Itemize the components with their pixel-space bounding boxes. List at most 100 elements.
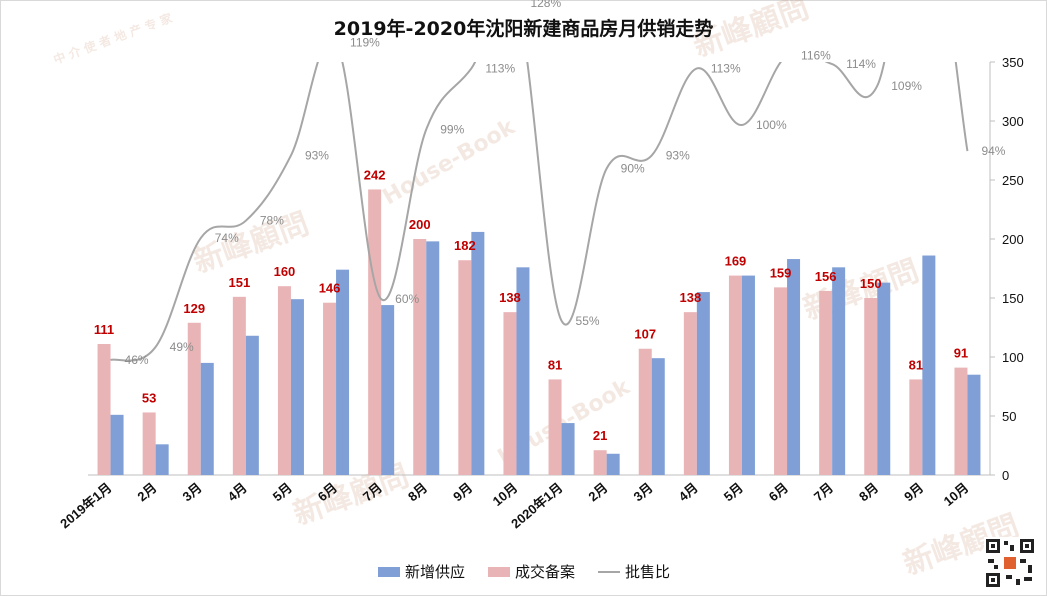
legend-label-ratio: 批售比 [625, 563, 671, 581]
category-label: 3月 [180, 480, 205, 504]
right-axis-tick-label: 50 [1002, 409, 1016, 424]
deal-bar [864, 298, 878, 475]
supply-bar [336, 269, 350, 475]
deal-bar [503, 312, 517, 475]
supply-bar [787, 259, 801, 475]
right-axis-tick-label: 350 [1002, 55, 1024, 70]
category-label: 3月 [631, 480, 656, 504]
category-label: 5月 [721, 480, 746, 504]
deal-bar-label: 169 [725, 254, 747, 269]
category-label: 4月 [676, 480, 701, 504]
supply-bar [110, 414, 124, 475]
category-label: 2019年1月 [57, 480, 114, 531]
supply-bar [967, 374, 981, 475]
deal-bar-label: 160 [274, 264, 296, 279]
supply-bar [741, 275, 755, 475]
supply-bar [696, 292, 710, 475]
deal-bar-label: 21 [593, 428, 607, 443]
supply-bar [381, 305, 395, 475]
deal-bar [142, 412, 156, 475]
category-label: 4月 [225, 480, 250, 504]
deal-bar [638, 348, 652, 475]
right-axis-tick-label: 250 [1002, 173, 1024, 188]
deal-bar-label: 107 [634, 327, 656, 342]
deal-bar-label: 111 [94, 322, 114, 337]
deal-bar [368, 189, 382, 475]
right-axis-tick-label: 150 [1002, 291, 1024, 306]
deal-bar [323, 302, 337, 475]
ratio-label: 113% [711, 61, 741, 75]
deal-bar [909, 379, 923, 475]
deal-bar-label: 242 [364, 167, 386, 182]
supply-bar [155, 444, 169, 475]
deal-bar [954, 367, 968, 475]
deal-bar [683, 312, 697, 475]
deal-bar-label: 81 [909, 357, 923, 372]
supply-bar [471, 231, 485, 475]
deal-bar [413, 239, 427, 475]
right-axis-tick-label: 300 [1002, 114, 1024, 129]
deal-bar [819, 290, 833, 475]
deal-bar [593, 450, 607, 475]
legend-swatch-ratio [598, 571, 620, 573]
supply-bar [561, 423, 575, 475]
chart-title: 2019年-2020年沈阳新建商品房月供销走势 [333, 18, 714, 40]
deal-bar-label: 200 [409, 217, 431, 232]
deal-bar [97, 344, 111, 475]
category-label: 9月 [450, 480, 475, 504]
deal-bar [187, 322, 201, 475]
category-label: 5月 [270, 480, 295, 504]
supply-bar [245, 335, 259, 475]
ratio-label: 46% [125, 353, 149, 367]
ratio-label: 114% [846, 57, 876, 71]
category-label: 6月 [315, 480, 340, 504]
deal-bar-label: 81 [548, 357, 562, 372]
ratio-label: 90% [621, 162, 645, 176]
deal-bar [548, 379, 562, 475]
ratio-label: 116% [801, 48, 831, 62]
ratio-label: 94% [981, 144, 1005, 158]
legend-label-supply: 新增供应 [405, 563, 466, 581]
deal-bar-label: 151 [228, 275, 250, 290]
deal-bar-label: 138 [499, 290, 521, 305]
deal-bar-label: 138 [679, 290, 701, 305]
deal-bar-label: 156 [815, 269, 837, 284]
ratio-label: 100% [756, 118, 787, 132]
supply-bar [922, 255, 936, 475]
category-label: 8月 [856, 480, 881, 504]
supply-bar [426, 241, 440, 475]
legend-swatch-supply [378, 567, 400, 577]
deal-bar [458, 260, 472, 475]
deal-bar [728, 275, 742, 475]
category-label: 6月 [766, 480, 791, 504]
legend-label-deal: 成交备案 [515, 563, 576, 581]
ratio-line [110, 62, 969, 362]
supply-bar [606, 453, 620, 475]
supply-bar [200, 362, 214, 475]
ratio-label: 74% [215, 231, 239, 245]
category-label: 10月 [490, 480, 521, 509]
ratio-label: 93% [666, 148, 690, 162]
ratio-label: 60% [395, 292, 419, 306]
deal-bar-label: 159 [770, 265, 792, 280]
ratio-label: 113% [485, 61, 515, 75]
supply-bar [877, 282, 891, 475]
category-label: 10月 [941, 480, 972, 509]
deal-bar-label: 91 [954, 346, 968, 361]
right-axis-tick-label: 200 [1002, 232, 1024, 247]
deal-bar-label: 182 [454, 238, 476, 253]
deal-bar [774, 287, 788, 475]
supply-bar [290, 299, 304, 475]
ratio-label: 99% [440, 122, 464, 136]
supply-bar [832, 267, 846, 475]
deal-bar [232, 296, 246, 475]
ratio-label: 55% [576, 314, 600, 328]
category-label: 9月 [901, 480, 926, 504]
ratio-label: 128% [530, 0, 561, 10]
deal-bar-label: 129 [183, 301, 205, 316]
category-label: 7月 [811, 480, 836, 504]
supply-bar [651, 358, 665, 475]
category-label: 8月 [405, 480, 430, 504]
ratio-label: 49% [170, 340, 194, 354]
right-axis-tick-label: 0 [1002, 468, 1009, 483]
